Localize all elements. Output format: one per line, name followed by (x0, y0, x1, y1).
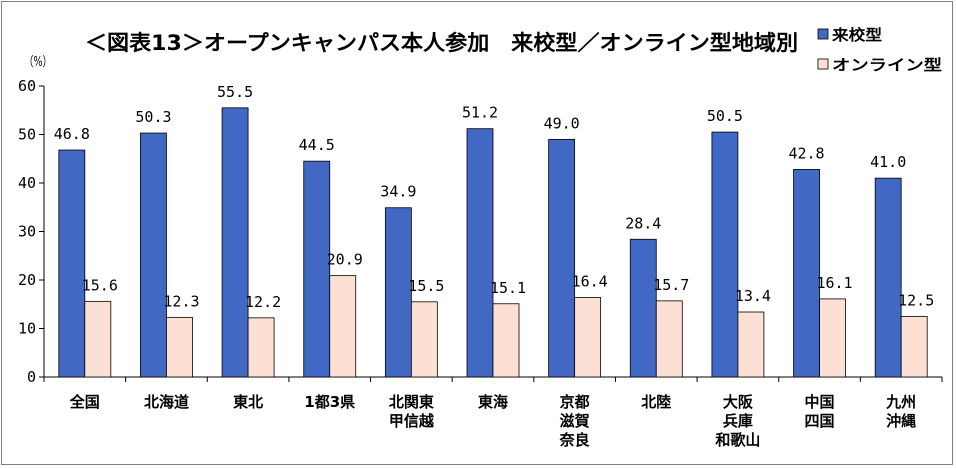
bar-oncampus (58, 149, 86, 378)
x-tick-label: 北陸 (641, 393, 671, 411)
data-label-online: 15.1 (490, 279, 526, 297)
data-label-oncampus: 46.8 (54, 125, 90, 143)
bar-online (900, 315, 928, 378)
data-label-oncampus: 42.8 (788, 144, 824, 162)
y-axis-unit-label: （%） (24, 55, 52, 70)
data-label-oncampus: 55.5 (217, 83, 253, 101)
x-tick-label: 沖縄 (886, 412, 916, 430)
bar-oncampus (140, 132, 167, 378)
data-label-online: 16.4 (572, 272, 608, 290)
bar-online (492, 303, 520, 378)
bar-online (166, 316, 193, 378)
x-tick-label: 大阪 (723, 393, 754, 411)
y-tick-label: 20 (18, 271, 36, 289)
data-labels: 46.8 50.3 55.5 44.5 34.9 51.2 49.0 28.4 50.5 42.8… (54, 83, 934, 311)
bar-oncampus (874, 177, 902, 378)
legend-label-online: オンライン型 (832, 56, 942, 74)
x-tick-label: 全国 (69, 393, 100, 411)
bar-oncampus (548, 138, 576, 378)
x-tick-label: 四国 (805, 412, 835, 430)
x-tick-label: 京都 (560, 393, 590, 411)
legend: 来校型 オンライン型 (817, 26, 942, 74)
bars (58, 107, 928, 378)
data-label-online: 12.5 (898, 291, 934, 309)
x-tick-label: 和歌山 (715, 431, 760, 449)
data-label-oncampus: 51.2 (462, 104, 498, 122)
legend-label-oncampus: 来校型 (831, 26, 882, 44)
bar-online (655, 300, 683, 378)
chart-title: ＜図表13＞オープンキャンパス本人参加 来校型／オンライン型地域別 (85, 31, 798, 55)
data-label-online: 20.9 (327, 251, 363, 269)
data-label-online: 15.7 (653, 276, 689, 294)
bar-oncampus (384, 207, 412, 378)
bar-oncampus (793, 169, 820, 378)
x-tick-label: 兵庫 (723, 412, 753, 430)
data-label-oncampus: 34.9 (380, 183, 416, 201)
bar-online (247, 317, 275, 378)
legend-swatch-online (817, 58, 829, 70)
x-tick-label: 甲信越 (389, 412, 435, 430)
bar-online (574, 297, 602, 378)
x-tick-label: 九州 (885, 393, 916, 411)
data-label-online: 13.4 (735, 287, 771, 305)
x-tick-label: 滋賀 (560, 412, 590, 430)
data-label-online: 15.5 (408, 277, 444, 295)
bar-oncampus (711, 131, 739, 378)
data-label-online: 12.3 (163, 292, 199, 310)
data-label-online: 15.6 (82, 276, 118, 294)
y-tick-label: 60 (18, 77, 36, 95)
data-label-oncampus: 49.0 (544, 114, 580, 132)
x-tick-label: 1都3県 (304, 393, 355, 411)
x-tick-label: 奈良 (559, 431, 590, 449)
y-tick-label: 10 (18, 320, 36, 338)
data-label-oncampus: 50.3 (135, 108, 171, 126)
x-tick-label: 北関東 (389, 393, 434, 411)
x-tick-label: 中国 (805, 393, 835, 411)
bar-oncampus (303, 160, 331, 378)
bar-oncampus (221, 107, 249, 378)
bar-oncampus (466, 128, 494, 378)
x-tick-label: 東海 (478, 393, 508, 411)
x-tick-label: 北海道 (144, 393, 189, 411)
bar-online (329, 275, 357, 378)
data-label-online: 12.2 (245, 293, 281, 311)
bar-online (737, 311, 765, 378)
data-label-oncampus: 41.0 (870, 153, 906, 171)
y-tick-label: 0 (27, 368, 36, 386)
data-label-oncampus: 44.5 (299, 136, 335, 154)
y-tick-label: 50 (18, 126, 36, 144)
y-tick-label: 30 (18, 223, 36, 241)
data-label-online: 16.1 (816, 274, 852, 292)
legend-swatch-oncampus (817, 28, 829, 40)
data-label-oncampus: 28.4 (625, 214, 661, 232)
y-tick-label: 40 (18, 174, 36, 192)
bar-online (84, 300, 112, 378)
data-label-oncampus: 50.5 (707, 107, 743, 125)
bar-online (410, 301, 438, 378)
x-tick-label: 東北 (233, 393, 263, 411)
bar-oncampus (629, 238, 657, 378)
bar-online (819, 298, 846, 378)
